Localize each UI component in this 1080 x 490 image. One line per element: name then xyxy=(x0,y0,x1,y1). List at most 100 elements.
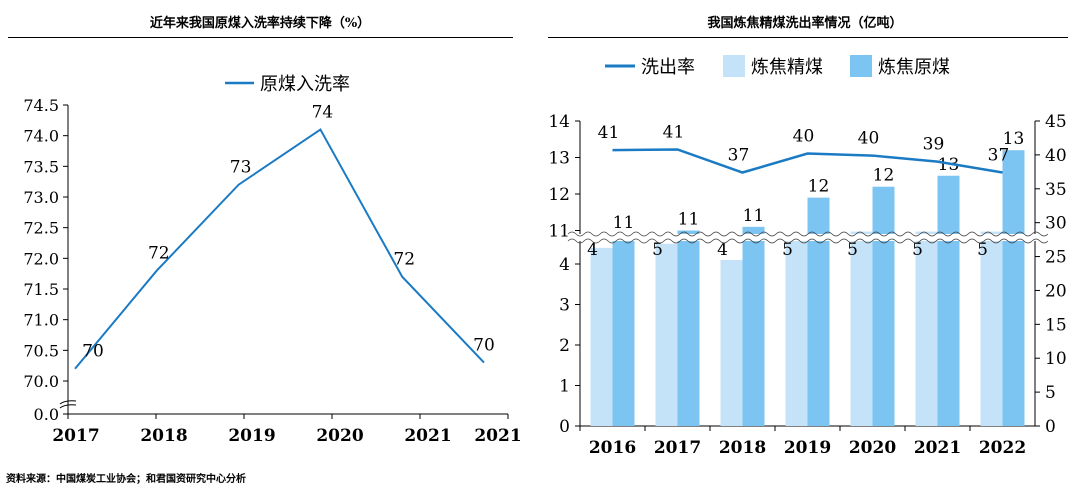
left-x-tick-label: 2020 xyxy=(316,426,363,446)
left-y-tick-label: 72.5 xyxy=(23,219,59,238)
left-x-tick-label: 2021 xyxy=(404,426,451,446)
washing-rate-label: 39 xyxy=(923,135,945,155)
right-left-y-tick-label: 11 xyxy=(548,222,570,242)
right-axis-break-band xyxy=(568,234,1047,241)
refined-coal-bar xyxy=(915,231,938,426)
legend-rate-label: 原煤入洗率 xyxy=(260,74,350,95)
raw-coal-bar xyxy=(872,186,895,426)
right-x-tick-label: 2020 xyxy=(849,438,896,458)
right-right-y-tick-label: 40 xyxy=(1045,146,1067,166)
right-axis-break-top xyxy=(567,231,1049,237)
right-left-y-tick-label: 2 xyxy=(559,336,570,356)
left-chart-title: 近年来我国原煤入洗率持续下降（%） xyxy=(149,16,371,31)
refined-coal-bar xyxy=(720,259,743,426)
raw-coal-label: 11 xyxy=(613,213,635,233)
legend-washing-rate-label: 洗出率 xyxy=(641,57,695,78)
right-axis-break-bottom xyxy=(567,238,1049,244)
refined-coal-label: 5 xyxy=(782,240,793,260)
refined-coal-bar xyxy=(850,231,873,426)
right-x-tick-label: 2017 xyxy=(654,438,701,458)
right-x-tick-label: 2018 xyxy=(719,438,766,458)
rate-data-label: 74 xyxy=(312,103,334,123)
right-right-y-tick-label: 0 xyxy=(1045,417,1056,437)
raw-coal-label: 12 xyxy=(808,177,830,197)
right-left-y-tick-label: 14 xyxy=(548,112,570,132)
right-right-y-tick-label: 5 xyxy=(1045,383,1056,403)
raw-coal-label: 11 xyxy=(678,210,700,230)
left-axis-break xyxy=(59,400,77,409)
right-x-tick-label: 2019 xyxy=(784,438,831,458)
right-left-y-tick-label: 1 xyxy=(559,377,570,397)
source-note: 资料来源：中国煤炭工业协会；和君国资研究中心分析 xyxy=(6,474,246,485)
left-y-tick-label: 72.0 xyxy=(23,249,59,268)
legend-refined-swatch xyxy=(723,55,745,77)
rate-data-label: 72 xyxy=(393,250,415,270)
left-line-chart: 74.5 74.0 73.5 73.0 72.5 72.0 71.5 71.0 70.5 70.0… xyxy=(23,74,521,446)
right-bar-line-chart: 1413121143210454035302520151050411201651… xyxy=(548,55,1067,458)
left-x-tick-label: 2021 xyxy=(474,426,521,446)
raw-coal-bar xyxy=(807,197,830,426)
right-left-y-tick-label: 4 xyxy=(559,255,570,275)
raw-coal-label: 12 xyxy=(873,166,895,186)
left-y-tick-label: 73.0 xyxy=(23,188,59,207)
rate-data-label: 73 xyxy=(230,158,252,178)
rate-data-label: 70 xyxy=(473,336,495,356)
left-y-tick-label: 70.5 xyxy=(23,341,59,360)
raw-coal-label: 13 xyxy=(1003,129,1025,149)
rate-data-label: 72 xyxy=(148,244,170,264)
rate-data-label: 70 xyxy=(82,342,104,362)
washing-rate-label: 41 xyxy=(663,122,685,142)
refined-coal-bar xyxy=(655,243,678,426)
left-y-tick-label: 73.5 xyxy=(23,157,59,176)
right-right-y-tick-label: 30 xyxy=(1045,214,1067,234)
legend-raw-label: 炼焦原煤 xyxy=(878,57,950,78)
refined-coal-label: 5 xyxy=(847,240,858,260)
refined-coal-label: 4 xyxy=(717,240,728,260)
refined-coal-bar xyxy=(590,247,613,426)
legend-refined-label: 炼焦精煤 xyxy=(751,57,823,78)
left-title-rule xyxy=(8,37,513,38)
raw-coal-bar xyxy=(742,226,765,426)
refined-coal-bar xyxy=(980,231,1003,426)
right-chart-title: 我国炼焦精煤洗出率情况（亿吨） xyxy=(707,16,903,31)
right-right-y-tick-label: 20 xyxy=(1045,281,1067,301)
refined-coal-label: 5 xyxy=(977,240,988,260)
right-x-tick-label: 2016 xyxy=(589,438,636,458)
right-right-y-tick-label: 25 xyxy=(1045,248,1067,268)
right-left-y-tick-label: 12 xyxy=(548,185,570,205)
left-y-tick-label: 70.0 xyxy=(23,372,59,391)
left-y-tick-label: 0.0 xyxy=(34,405,59,424)
washing-rate-label: 40 xyxy=(793,127,815,147)
left-y-tick-label: 74.5 xyxy=(23,96,59,115)
right-right-y-tick-label: 45 xyxy=(1045,112,1067,132)
refined-coal-bar xyxy=(785,235,808,426)
washing-rate-label: 37 xyxy=(728,146,750,166)
right-left-y-tick-label: 13 xyxy=(548,149,570,169)
left-x-tick-label: 2017 xyxy=(52,426,99,446)
left-x-tick-label: 2019 xyxy=(228,426,275,446)
right-x-tick-label: 2021 xyxy=(914,438,961,458)
raw-coal-bar xyxy=(612,234,635,426)
legend-raw-swatch xyxy=(850,55,872,77)
right-title-rule xyxy=(548,37,1068,38)
washing-rate-line xyxy=(612,148,1003,174)
left-y-tick-label: 71.5 xyxy=(23,280,59,299)
washing-rate-label: 37 xyxy=(988,146,1010,166)
left-y-tick-label: 74.0 xyxy=(23,127,59,146)
washing-rate-label: 40 xyxy=(858,129,880,149)
washing-rate-label: 41 xyxy=(598,123,620,143)
raw-coal-bar xyxy=(937,175,960,426)
left-y-tick-label: 71.0 xyxy=(23,311,59,330)
refined-coal-label: 5 xyxy=(652,240,663,260)
right-right-y-tick-label: 35 xyxy=(1045,180,1067,200)
right-x-tick-label: 2022 xyxy=(979,438,1026,458)
left-x-tick-label: 2018 xyxy=(140,426,187,446)
right-right-y-tick-label: 15 xyxy=(1045,315,1067,335)
rate-line xyxy=(74,128,485,370)
refined-coal-label: 5 xyxy=(912,240,923,260)
raw-coal-bar xyxy=(677,230,700,426)
right-left-y-tick-label: 3 xyxy=(559,296,570,316)
right-left-y-tick-label: 0 xyxy=(559,417,570,437)
refined-coal-label: 4 xyxy=(587,240,598,260)
raw-coal-label: 11 xyxy=(743,206,765,226)
